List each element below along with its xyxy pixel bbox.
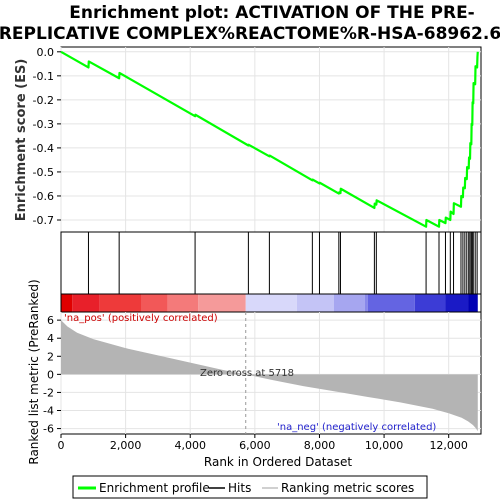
x-tick-label: 10,000 (365, 439, 404, 452)
heatmap-segment (334, 294, 365, 312)
legend-hits-label: Hits (228, 481, 251, 495)
heatmap-segment (445, 294, 468, 312)
heatmap-segment (100, 294, 142, 312)
metric-y-tick-label: -2 (43, 386, 54, 399)
heatmap-segment (168, 294, 199, 312)
heatmap-segment (61, 294, 72, 312)
metric-y-tick-label: -6 (43, 423, 54, 436)
heatmap-segment (198, 294, 245, 312)
metric-y-axis-label: Ranked list metric (PreRanked) (27, 279, 41, 464)
hits-panel-frame (61, 232, 481, 294)
x-tick-label: 12,000 (429, 439, 468, 452)
negative-correlation-label: 'na_neg' (negatively correlated) (277, 422, 436, 433)
x-tick-label: 8,000 (304, 439, 336, 452)
es-y-tick-label: -0.6 (33, 190, 54, 203)
metric-y-tick-label: 4 (47, 332, 54, 345)
es-y-tick-label: -0.7 (33, 214, 54, 227)
heatmap-segment (142, 294, 168, 312)
chart-title-line-2: REPLICATIVE COMPLEX%REACTOME%R-HSA-68962… (0, 24, 500, 44)
x-tick-label: 6,000 (239, 439, 271, 452)
chart-title-line-1: Enrichment plot: ACTIVATION OF THE PRE- (69, 3, 475, 23)
heatmap-segment (415, 294, 446, 312)
es-y-tick-label: -0.5 (33, 166, 54, 179)
heatmap-segment (468, 294, 478, 312)
es-y-tick-label: -0.4 (33, 142, 54, 155)
x-tick-label: 2,000 (110, 439, 142, 452)
x-axis-label: Rank in Ordered Dataset (204, 455, 352, 469)
es-y-axis-label: Enrichment score (ES) (14, 59, 29, 222)
metric-y-tick-label: 6 (47, 314, 54, 327)
heatmap-segment (368, 294, 415, 312)
heatmap-segment (365, 294, 368, 312)
es-y-tick-label: -0.2 (33, 94, 54, 107)
es-y-tick-label: 0.0 (37, 46, 55, 59)
metric-y-tick-label: 2 (47, 350, 54, 363)
legend-ranking-label: Ranking metric scores (281, 481, 414, 495)
metric-y-tick-label: -4 (43, 405, 54, 418)
positive-correlation-label: 'na_pos' (positively correlated) (64, 313, 218, 324)
x-tick-label: 4,000 (174, 439, 206, 452)
es-y-tick-label: -0.1 (33, 70, 54, 83)
zero-cross-label: Zero cross at 5718 (200, 368, 294, 379)
es-y-tick-label: -0.3 (33, 118, 54, 131)
legend-enrichment-label: Enrichment profile (99, 481, 210, 495)
x-tick-label: 0 (58, 439, 65, 452)
heatmap-segment (297, 294, 334, 312)
metric-y-tick-label: 0 (47, 368, 54, 381)
heatmap-segment (246, 294, 297, 312)
heatmap-segment (72, 294, 99, 312)
